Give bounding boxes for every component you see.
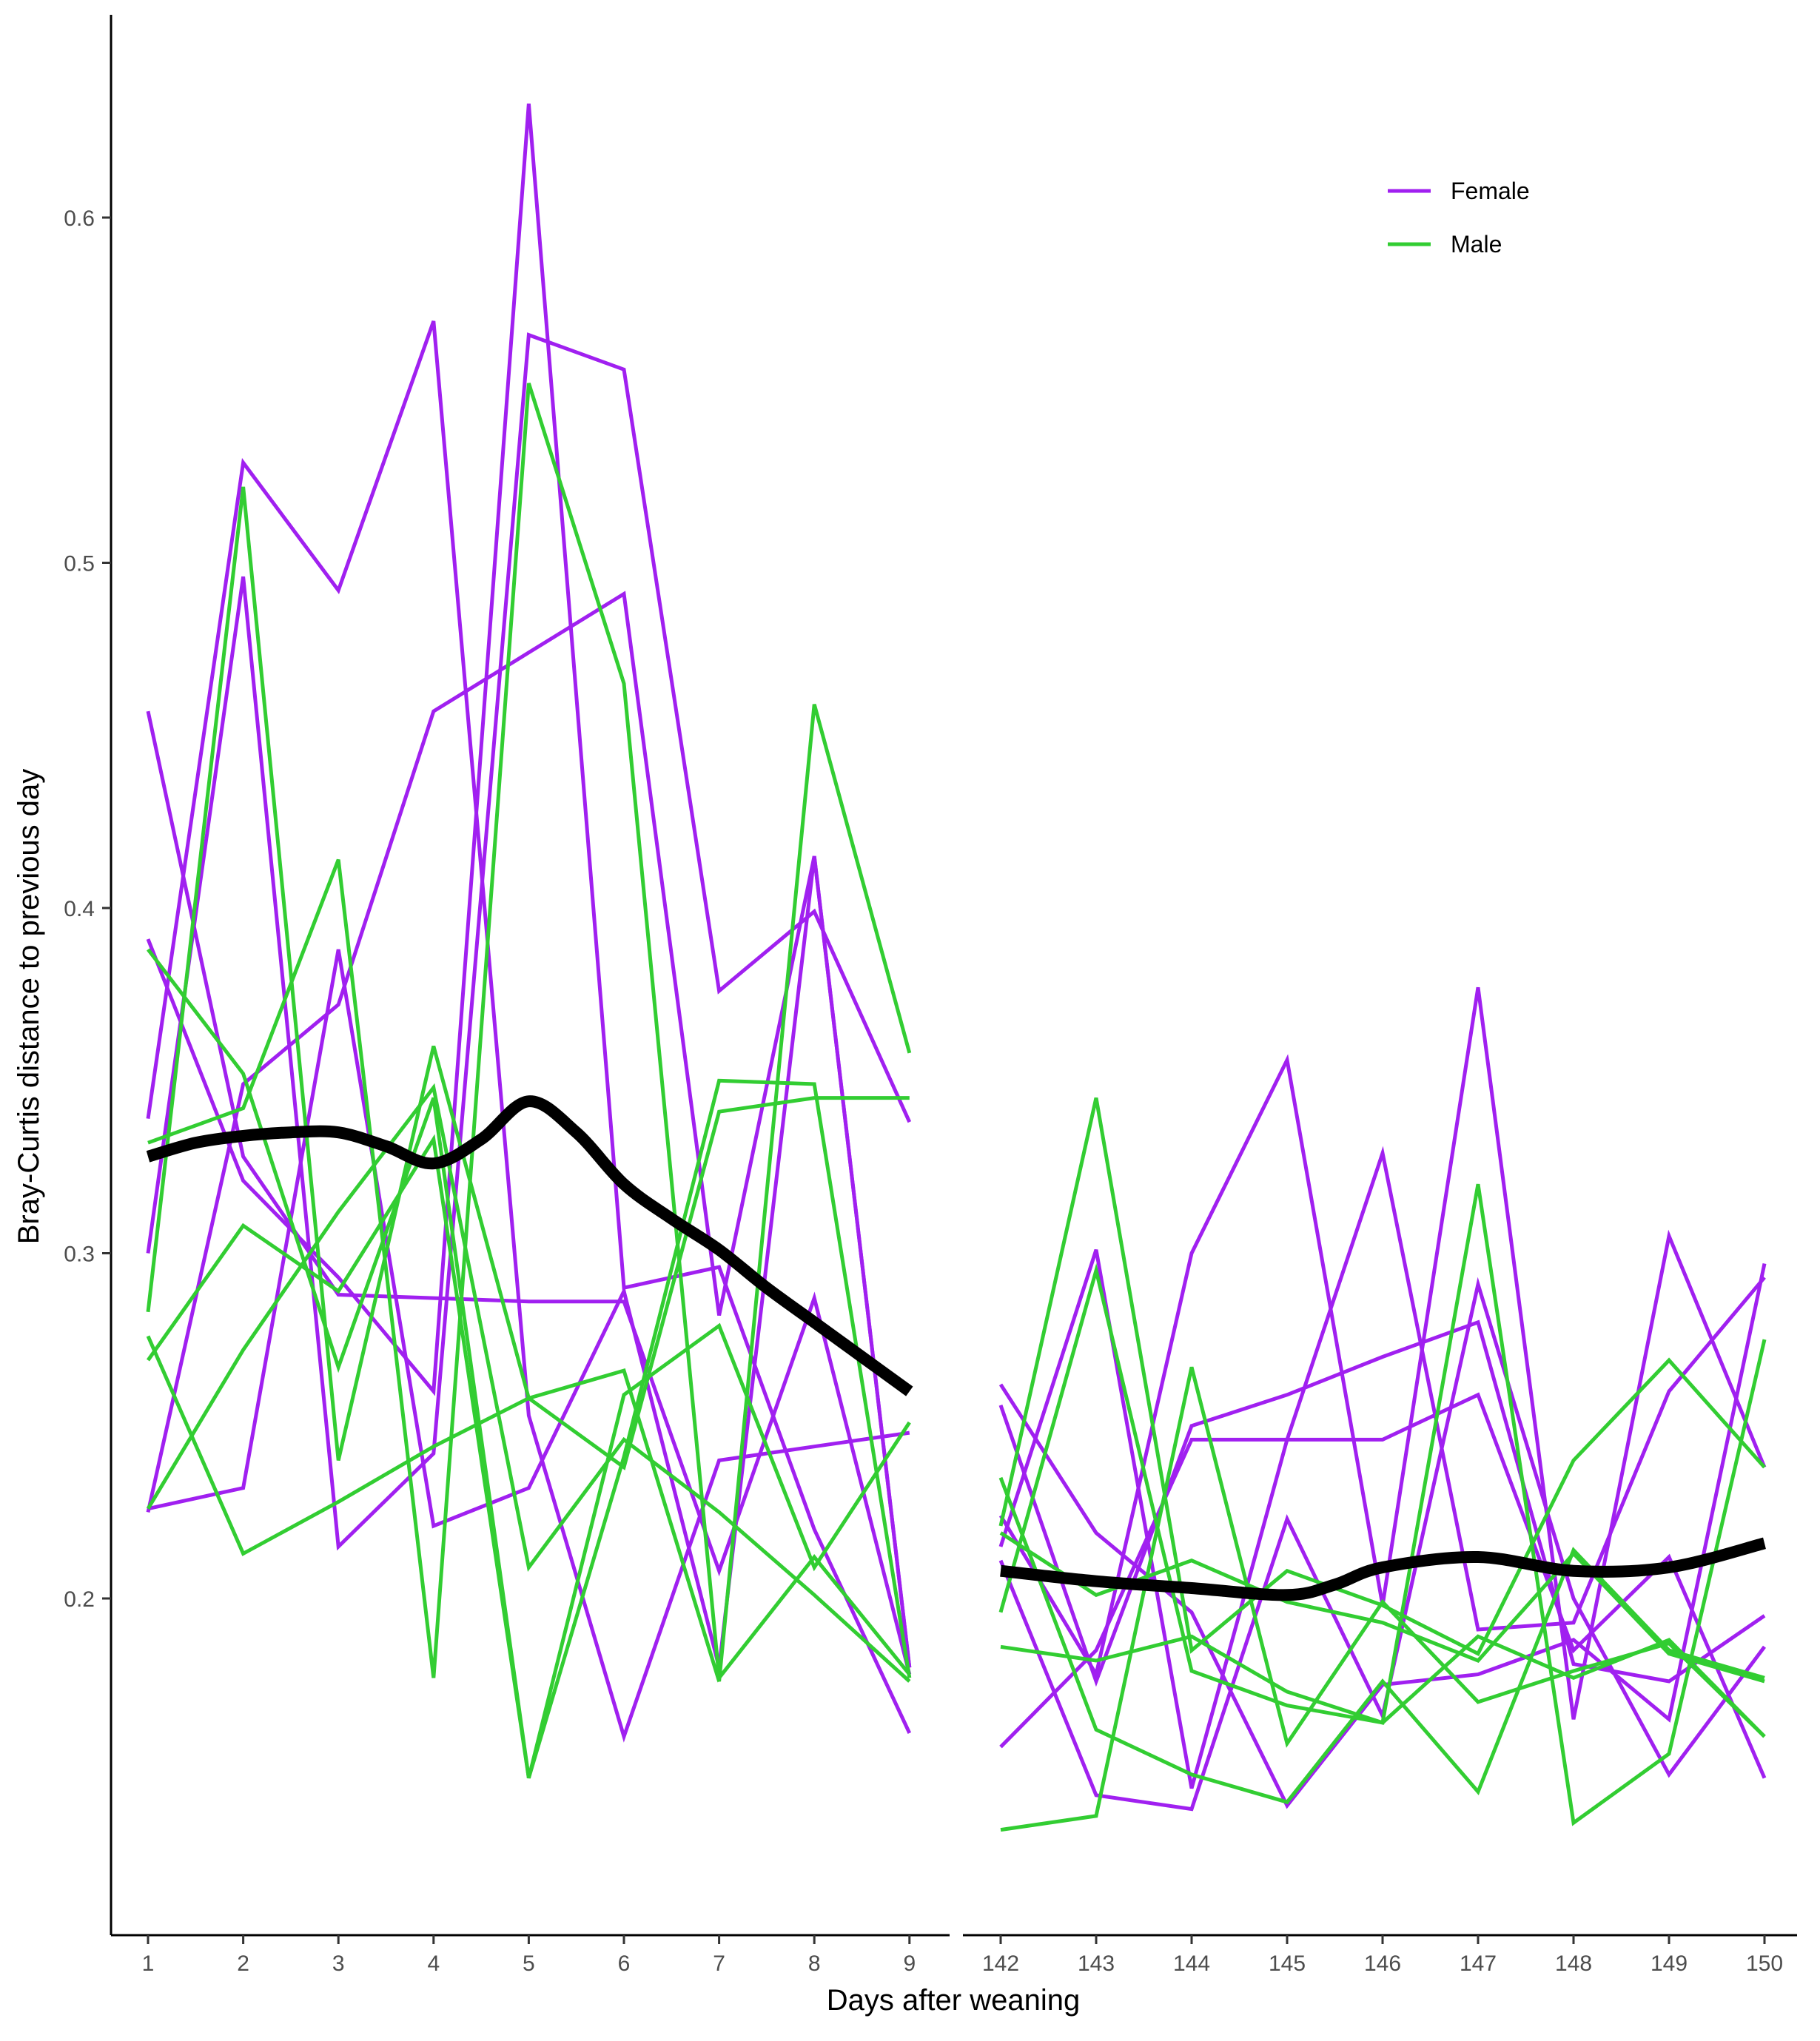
x-tick-label: 145 — [1269, 1951, 1306, 1976]
series-line-male-20 — [998, 1097, 1766, 1656]
series-line-female-3 — [146, 320, 910, 1743]
x-tick-label: 149 — [1651, 1951, 1688, 1976]
x-tick-label: 6 — [618, 1951, 631, 1976]
series-line-female-1 — [146, 710, 912, 1675]
series-line-female-5 — [146, 591, 912, 1668]
axes-layer: 0.2 0.3 0.4 0.5 0.6 1 2 3 4 5 6 7 8 9 142 143 144 145 146 1… — [64, 15, 1797, 1976]
series-line-male-8 — [147, 383, 911, 1683]
series-line-female-4 — [146, 332, 912, 1551]
series-line-female-13 — [998, 1262, 1767, 1809]
x-tick-label: 148 — [1555, 1951, 1592, 1976]
series-line-female-14 — [998, 1319, 1766, 1687]
legend: Female Male — [1388, 178, 1530, 258]
y-tick-label: 0.6 — [64, 206, 95, 231]
y-tick-label: 0.4 — [64, 897, 95, 921]
legend-female-label: Female — [1451, 178, 1530, 204]
x-tick-label: 150 — [1746, 1951, 1783, 1976]
trend-lines-layer — [146, 1095, 1766, 1601]
series-line-female-2 — [146, 103, 912, 1734]
series-line-male-23 — [1000, 1366, 1766, 1832]
x-tick-label: 3 — [332, 1951, 345, 1976]
series-line-female-6 — [147, 855, 912, 1668]
x-tick-label: 146 — [1364, 1951, 1401, 1976]
x-tick-label: 9 — [903, 1951, 916, 1976]
series-line-female-16 — [998, 1146, 1766, 1789]
y-axis-title: Bray-Curtis distance to previous day — [13, 769, 45, 1245]
y-tick-label: 0.3 — [64, 1243, 95, 1267]
data-lines-layer — [146, 103, 1767, 1832]
legend-male-label: Male — [1451, 231, 1502, 258]
x-axis-title: Days after weaning — [827, 1984, 1080, 2017]
x-tick-label: 147 — [1460, 1951, 1497, 1976]
trend-line-panel-1 — [146, 1095, 913, 1396]
x-tick-label: 2 — [237, 1951, 249, 1976]
trend-line-panel-2 — [1000, 1537, 1766, 1601]
series-line-male-12 — [146, 1083, 911, 1683]
y-tick-label: 0.2 — [64, 1587, 95, 1612]
x-tick-label: 1 — [142, 1951, 155, 1976]
x-tick-label: 143 — [1078, 1951, 1115, 1976]
x-tick-label: 4 — [427, 1951, 440, 1976]
x-tick-label: 8 — [808, 1951, 821, 1976]
x-tick-label: 144 — [1173, 1951, 1210, 1976]
x-tick-label: 142 — [982, 1951, 1019, 1976]
series-line-male-10 — [146, 1096, 910, 1556]
y-tick-label: 0.5 — [64, 552, 95, 576]
series-line-male-19 — [998, 1476, 1765, 1805]
series-line-male-11 — [146, 1134, 911, 1779]
series-line-male-7 — [147, 948, 912, 1779]
x-tick-label: 7 — [713, 1951, 725, 1976]
x-tick-label: 5 — [523, 1951, 535, 1976]
